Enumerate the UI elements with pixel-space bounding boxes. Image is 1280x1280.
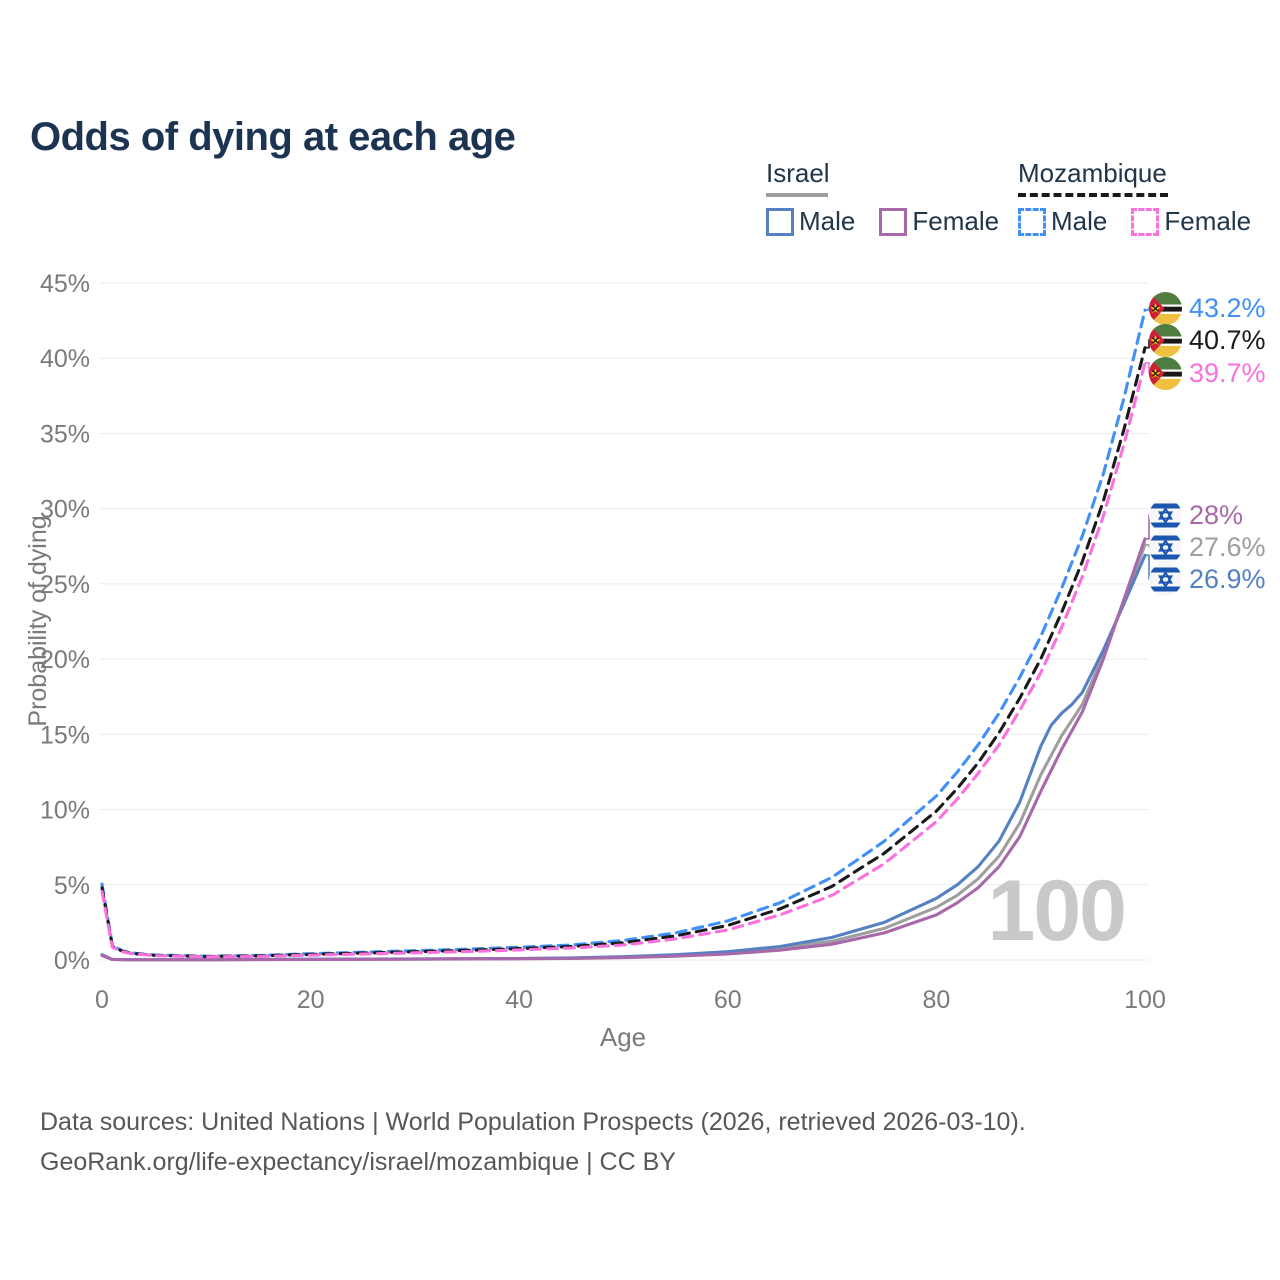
x-axis-title: Age bbox=[600, 1022, 646, 1052]
legend-group-israel: Israel Male Female bbox=[766, 158, 1023, 237]
series-line-mozambique-female bbox=[100, 361, 1147, 959]
legend-group-mozambique: Mozambique Male Female bbox=[1018, 158, 1275, 237]
end-label-israel-female: 28% bbox=[1149, 499, 1243, 532]
y-tick-label: 35% bbox=[40, 420, 90, 448]
legend-label-mozambique-male: Male bbox=[1051, 206, 1108, 236]
israel-flag-icon bbox=[1149, 499, 1182, 532]
legend-country-israel: Israel bbox=[766, 158, 830, 188]
legend-item-mozambique-female: Female bbox=[1131, 206, 1251, 237]
israel-flag-icon bbox=[1149, 563, 1182, 596]
end-value-israel-male: 26.9% bbox=[1189, 564, 1266, 594]
end-value-mozambique-both: 40.7% bbox=[1189, 325, 1266, 355]
page-title: Odds of dying at each age bbox=[30, 114, 516, 159]
x-tick-label: 0 bbox=[95, 986, 109, 1014]
legend-country-mozambique: Mozambique bbox=[1018, 158, 1167, 188]
y-tick-label: 30% bbox=[40, 496, 90, 524]
y-tick-label: 45% bbox=[40, 270, 90, 298]
mozambique-female-swatch-icon bbox=[1131, 207, 1160, 236]
legend-label-mozambique-female: Female bbox=[1164, 206, 1252, 236]
mozambique-male-swatch-icon bbox=[1018, 207, 1046, 236]
y-axis-title: Probability of dying bbox=[24, 515, 52, 726]
y-tick-label: 5% bbox=[54, 872, 90, 900]
y-tick-label: 0% bbox=[54, 947, 90, 975]
legend-items-israel: Male Female bbox=[766, 206, 1023, 237]
end-label-israel-both: 27.6% bbox=[1149, 531, 1266, 564]
end-value-mozambique-male: 43.2% bbox=[1189, 293, 1266, 323]
end-label-mozambique-female: 39.7% bbox=[1149, 357, 1266, 390]
x-tick-label: 60 bbox=[714, 986, 742, 1014]
legend-label-israel-female: Female bbox=[912, 206, 1000, 236]
end-label-mozambique-male: 43.2% bbox=[1149, 292, 1266, 325]
mozambique-flag-icon bbox=[1149, 292, 1182, 325]
end-label-israel-male: 26.9% bbox=[1149, 563, 1266, 596]
y-tick-label: 40% bbox=[40, 345, 90, 373]
end-value-mozambique-female: 39.7% bbox=[1189, 358, 1266, 388]
legend-item-israel-female: Female bbox=[879, 206, 999, 237]
mozambique-flag-icon bbox=[1149, 324, 1182, 357]
series-line-mozambique-male bbox=[100, 308, 1147, 958]
age-watermark: 100 bbox=[987, 863, 1128, 959]
legend-item-mozambique-male: Male bbox=[1018, 206, 1107, 237]
legend-label-israel-male: Male bbox=[799, 206, 856, 236]
end-value-israel-female: 28% bbox=[1189, 500, 1244, 530]
legend-items-mozambique: Male Female bbox=[1018, 206, 1275, 237]
israel-line-style-sample bbox=[766, 193, 828, 197]
x-tick-label: 40 bbox=[505, 986, 533, 1014]
series-line-israel-female bbox=[100, 537, 1147, 962]
mozambique-flag-icon bbox=[1149, 357, 1182, 390]
legend-item-israel-male: Male bbox=[766, 206, 855, 237]
end-label-mozambique-both: 40.7% bbox=[1149, 324, 1266, 357]
israel-female-swatch-icon bbox=[879, 207, 908, 236]
y-tick-label: 15% bbox=[40, 721, 90, 749]
end-value-israel-both: 27.6% bbox=[1189, 532, 1266, 562]
mozambique-line-style-sample bbox=[1018, 193, 1168, 197]
x-tick-label: 80 bbox=[922, 986, 950, 1014]
y-tick-label: 25% bbox=[40, 571, 90, 599]
x-tick-label: 100 bbox=[1124, 986, 1166, 1014]
y-tick-label: 10% bbox=[40, 797, 90, 825]
attribution-link-text: GeoRank.org/life-expectancy/israel/mozam… bbox=[40, 1148, 676, 1176]
y-tick-label: 20% bbox=[40, 646, 90, 674]
data-sources-text: Data sources: United Nations | World Pop… bbox=[40, 1108, 1026, 1136]
israel-male-swatch-icon bbox=[766, 207, 794, 236]
israel-flag-icon bbox=[1149, 531, 1182, 564]
x-tick-label: 20 bbox=[297, 986, 325, 1014]
